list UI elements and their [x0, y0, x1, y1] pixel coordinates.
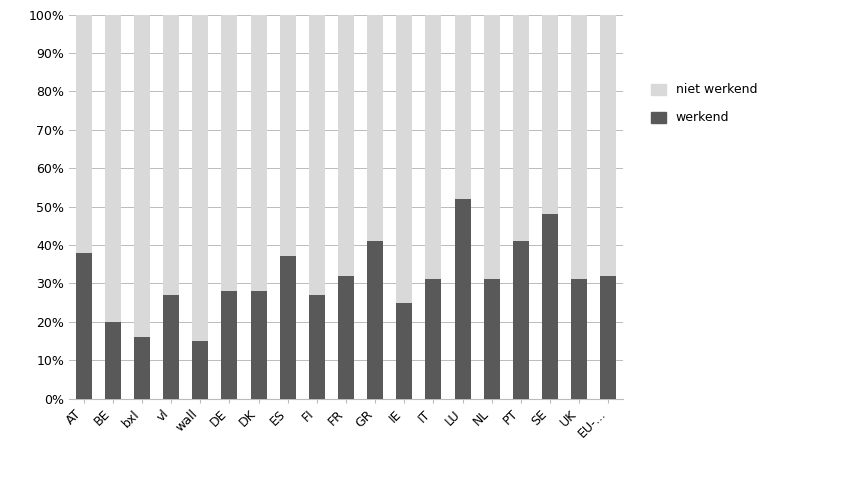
- Bar: [426, 15, 441, 279]
- Bar: [338, 276, 354, 399]
- Bar: [338, 15, 354, 276]
- Bar: [513, 241, 529, 399]
- Bar: [454, 15, 471, 199]
- Bar: [513, 15, 529, 241]
- Bar: [367, 15, 383, 241]
- Bar: [454, 199, 471, 399]
- Bar: [163, 295, 179, 399]
- Bar: [105, 15, 121, 322]
- Bar: [221, 15, 238, 291]
- Bar: [571, 15, 587, 279]
- Bar: [542, 214, 558, 399]
- Bar: [309, 295, 325, 399]
- Bar: [396, 302, 413, 399]
- Bar: [542, 15, 558, 214]
- Bar: [309, 15, 325, 295]
- Bar: [484, 279, 500, 399]
- Bar: [571, 279, 587, 399]
- Legend: niet werkend, werkend: niet werkend, werkend: [645, 78, 762, 129]
- Bar: [76, 15, 92, 253]
- Bar: [105, 322, 121, 399]
- Bar: [600, 276, 616, 399]
- Bar: [192, 15, 208, 341]
- Bar: [221, 291, 238, 399]
- Bar: [134, 15, 150, 337]
- Bar: [251, 15, 266, 291]
- Bar: [192, 341, 208, 399]
- Bar: [367, 241, 383, 399]
- Bar: [396, 15, 413, 302]
- Bar: [134, 337, 150, 399]
- Bar: [163, 15, 179, 295]
- Bar: [484, 15, 500, 279]
- Bar: [251, 291, 266, 399]
- Bar: [600, 15, 616, 276]
- Bar: [426, 279, 441, 399]
- Bar: [279, 257, 296, 399]
- Bar: [279, 15, 296, 257]
- Bar: [76, 253, 92, 399]
